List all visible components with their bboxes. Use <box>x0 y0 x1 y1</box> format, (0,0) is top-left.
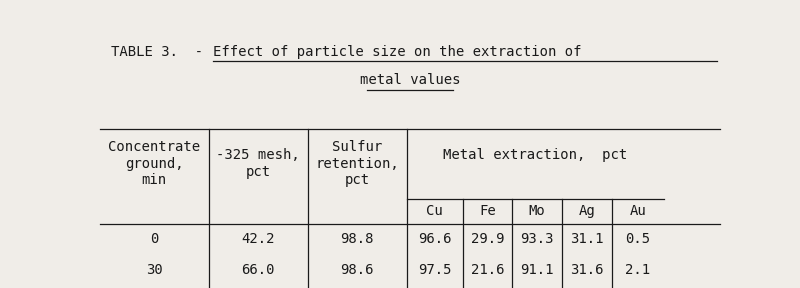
Text: ground,: ground, <box>125 157 183 171</box>
Text: 31.6: 31.6 <box>570 263 603 277</box>
Text: -325 mesh,: -325 mesh, <box>216 148 300 162</box>
Text: 98.8: 98.8 <box>341 232 374 247</box>
Text: pct: pct <box>246 165 270 179</box>
Text: 93.3: 93.3 <box>520 232 554 247</box>
Text: 2.1: 2.1 <box>626 263 650 277</box>
Text: 66.0: 66.0 <box>242 263 275 277</box>
Text: 98.6: 98.6 <box>341 263 374 277</box>
Text: 21.6: 21.6 <box>470 263 504 277</box>
Text: Cu: Cu <box>426 204 443 218</box>
Text: min: min <box>142 173 167 187</box>
Text: 30: 30 <box>146 263 162 277</box>
Text: Effect of particle size on the extraction of: Effect of particle size on the extractio… <box>214 45 582 58</box>
Text: 29.9: 29.9 <box>470 232 504 247</box>
Text: TABLE 3.  -: TABLE 3. - <box>111 45 212 58</box>
Text: Fe: Fe <box>479 204 496 218</box>
Text: 0: 0 <box>150 232 158 247</box>
Text: 97.5: 97.5 <box>418 263 451 277</box>
Text: Mo: Mo <box>529 204 546 218</box>
Text: pct: pct <box>345 173 370 187</box>
Text: 0.5: 0.5 <box>626 232 650 247</box>
Text: Concentrate: Concentrate <box>108 140 200 154</box>
Text: 31.1: 31.1 <box>570 232 603 247</box>
Text: Sulfur: Sulfur <box>332 140 382 154</box>
Text: retention,: retention, <box>315 157 399 171</box>
Text: metal values: metal values <box>360 73 460 87</box>
Text: Ag: Ag <box>578 204 595 218</box>
Text: 42.2: 42.2 <box>242 232 275 247</box>
Text: Au: Au <box>630 204 646 218</box>
Text: Metal extraction,  pct: Metal extraction, pct <box>443 148 628 162</box>
Text: 96.6: 96.6 <box>418 232 451 247</box>
Text: 91.1: 91.1 <box>520 263 554 277</box>
